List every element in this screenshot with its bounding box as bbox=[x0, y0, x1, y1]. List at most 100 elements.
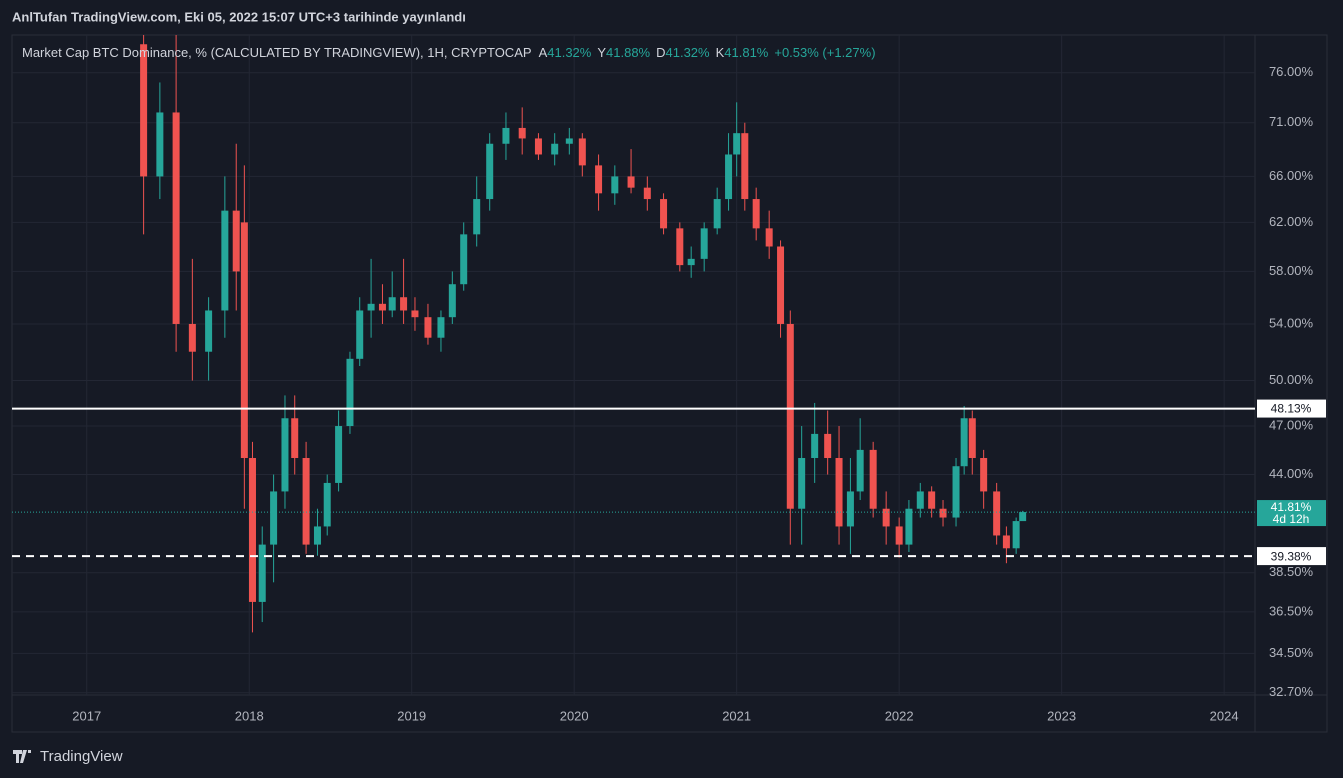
candle-body bbox=[400, 297, 408, 311]
candle-body bbox=[627, 176, 635, 188]
candle-body bbox=[611, 176, 619, 194]
candle-body bbox=[824, 433, 832, 459]
candle-body bbox=[1002, 535, 1010, 549]
candle-body bbox=[302, 458, 310, 545]
y-tick-label: 76.00% bbox=[1269, 64, 1314, 79]
y-tick-label: 36.50% bbox=[1269, 603, 1314, 618]
candle-body bbox=[811, 433, 819, 459]
x-tick-label: 2018 bbox=[235, 708, 264, 723]
candle-body bbox=[687, 258, 695, 266]
candle-body bbox=[188, 323, 196, 352]
candle-body bbox=[437, 317, 445, 338]
candle-body bbox=[534, 138, 542, 155]
candle-body bbox=[313, 526, 321, 545]
candle-body bbox=[952, 466, 960, 518]
ohlc-key: Y bbox=[597, 45, 606, 60]
x-tick-label: 2019 bbox=[397, 708, 426, 723]
candle-body bbox=[140, 44, 148, 177]
chart-frame bbox=[11, 34, 1328, 733]
x-tick-label: 2024 bbox=[1210, 708, 1239, 723]
candle-body bbox=[565, 138, 573, 144]
candle-body bbox=[156, 112, 164, 177]
candle-body bbox=[248, 458, 256, 602]
y-tick-label: 32.70% bbox=[1269, 684, 1314, 699]
x-tick-label: 2022 bbox=[885, 708, 914, 723]
candle-body bbox=[205, 310, 213, 352]
ohlc-value: 41.81% bbox=[724, 45, 769, 60]
candle-body bbox=[846, 491, 854, 527]
candle-body bbox=[733, 133, 741, 155]
candle-body bbox=[928, 491, 936, 509]
candle-body bbox=[323, 482, 331, 527]
ohlc-key: D bbox=[656, 45, 665, 60]
candle-body bbox=[448, 284, 456, 318]
y-tick-label: 62.00% bbox=[1269, 214, 1314, 229]
candle-body bbox=[786, 323, 794, 509]
candle-body bbox=[221, 210, 229, 311]
candle-body bbox=[905, 508, 913, 545]
candle-body bbox=[335, 426, 343, 483]
candle-body bbox=[270, 491, 278, 545]
candle-body bbox=[676, 228, 684, 266]
candle-body bbox=[741, 133, 749, 200]
x-tick-label: 2020 bbox=[560, 708, 589, 723]
candle-body bbox=[980, 458, 988, 492]
ohlc-key: K bbox=[716, 45, 725, 60]
header: AnlTufan TradingView.com, Eki 05, 2022 1… bbox=[12, 9, 466, 24]
candle-body bbox=[752, 199, 760, 229]
y-tick-label: 66.00% bbox=[1269, 168, 1314, 183]
horizontal-line-box bbox=[1257, 399, 1326, 418]
candle-body bbox=[835, 458, 843, 527]
candle-body bbox=[700, 228, 708, 259]
grid: 76.00% 71.00% 66.00% 62.00% 58.00% 54.00% 50.0… bbox=[12, 35, 1313, 723]
y-tick-label: 50.00% bbox=[1269, 372, 1314, 387]
candle-body bbox=[1012, 521, 1020, 549]
candle-body bbox=[473, 199, 481, 235]
candles bbox=[140, 35, 1027, 633]
ohlc-value: 41.88% bbox=[606, 45, 651, 60]
y-tick-label: 44.00% bbox=[1269, 466, 1314, 481]
ohlc-value: 41.32% bbox=[547, 45, 592, 60]
countdown: 4d 12h bbox=[1273, 512, 1310, 526]
candle-body bbox=[578, 138, 586, 166]
legend: Market Cap BTC Dominance, % (CALCULATED … bbox=[22, 45, 876, 60]
candle-body bbox=[367, 303, 375, 311]
candle-body bbox=[643, 187, 651, 200]
candle-body bbox=[968, 418, 976, 459]
candle-body bbox=[411, 310, 419, 318]
horizontal-line-label: 48.13% bbox=[1271, 402, 1312, 416]
candle-body bbox=[551, 143, 559, 155]
candle-body bbox=[798, 458, 806, 509]
y-tick-label: 47.00% bbox=[1269, 417, 1314, 432]
candle-body bbox=[725, 154, 733, 200]
legend-title: Market Cap BTC Dominance, % (CALCULATED … bbox=[22, 45, 531, 60]
y-tick-label: 54.00% bbox=[1269, 315, 1314, 330]
candle-body bbox=[172, 112, 180, 324]
candle-body bbox=[1019, 512, 1027, 522]
y-tick-label: 38.50% bbox=[1269, 564, 1314, 579]
candle-body bbox=[502, 127, 510, 144]
horizontal-line-box bbox=[1257, 547, 1326, 566]
candle-body bbox=[777, 246, 785, 324]
ohlc-key: A bbox=[539, 45, 548, 60]
candle-body bbox=[258, 544, 266, 602]
candle-body bbox=[765, 228, 773, 247]
x-tick-label: 2023 bbox=[1047, 708, 1076, 723]
candle-body bbox=[281, 418, 289, 492]
brand: TradingView bbox=[13, 748, 123, 765]
brand-logo bbox=[13, 750, 31, 763]
y-tick-label: 58.00% bbox=[1269, 263, 1314, 278]
change: +0.53% (+1.27%) bbox=[774, 45, 875, 60]
last-price-label: 41.81% bbox=[1271, 500, 1312, 514]
candle-body bbox=[232, 210, 240, 272]
candle-body bbox=[240, 222, 248, 459]
x-tick-label: 2021 bbox=[722, 708, 751, 723]
candle-body bbox=[993, 491, 1001, 536]
x-tick-label: 2017 bbox=[72, 708, 101, 723]
candle-body bbox=[960, 418, 968, 467]
overlay: 41.81%4d 12h 48.13% 39.38% bbox=[12, 399, 1326, 566]
candle-body bbox=[378, 303, 386, 311]
last-price-box bbox=[1257, 500, 1326, 527]
